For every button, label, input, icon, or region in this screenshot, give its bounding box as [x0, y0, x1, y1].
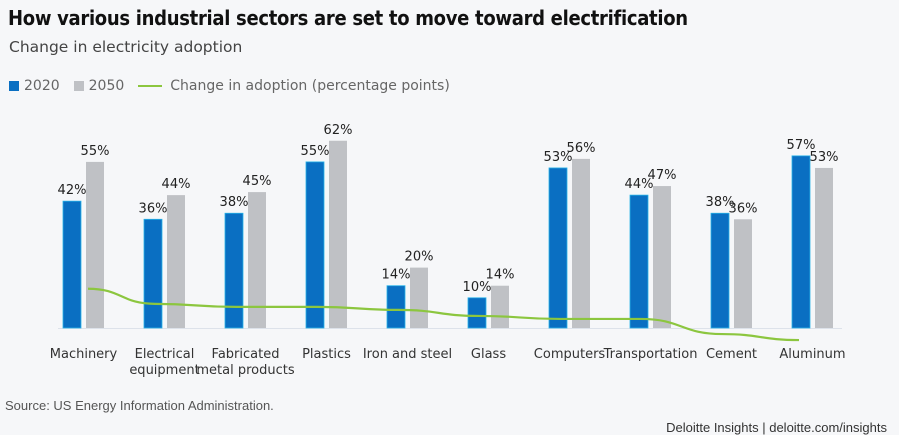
category-label: Cement: [706, 347, 757, 362]
bar-2050: [815, 167, 833, 328]
category-label: Iron and steel: [363, 347, 452, 362]
category-label: Plastics: [302, 347, 351, 362]
value-labels-layer: 42%55%36%44%38%45%55%62%14%20%10%14%53%5…: [58, 123, 839, 295]
category-label: metal products: [196, 363, 294, 378]
category-label: equipment: [129, 363, 199, 378]
category-label: Computers: [534, 347, 606, 362]
category-label: Glass: [471, 347, 506, 362]
value-label-2050: 53%: [810, 150, 839, 165]
bar-2050: [572, 158, 590, 328]
credit-note: Deloitte Insights | deloitte.com/insight…: [666, 420, 887, 435]
legend-swatch-2050: [73, 81, 84, 91]
category-label: Electrical: [135, 347, 195, 362]
legend: 2020 2050 Change in adoption (percentage…: [9, 78, 464, 94]
bar-2050: [491, 285, 509, 328]
category-label: Machinery: [50, 347, 118, 362]
bar-2050: [329, 140, 347, 328]
chart-subtitle: Change in electricity adoption: [9, 38, 243, 56]
legend-item-2050: 2050: [73, 78, 125, 94]
value-label-2020: 38%: [220, 195, 249, 210]
value-label-2050: 20%: [405, 250, 434, 265]
legend-swatch-change: [138, 85, 163, 87]
bar-2050: [410, 267, 428, 328]
bar-2020: [710, 212, 730, 329]
value-label-2020: 44%: [625, 177, 654, 192]
value-label-2020: 14%: [382, 268, 411, 283]
value-label-2020: 10%: [463, 280, 492, 295]
legend-label-2020: 2020: [24, 78, 60, 94]
legend-label-change: Change in adoption (percentage points): [170, 78, 450, 94]
source-note: Source: US Energy Information Administra…: [5, 398, 274, 413]
value-label-2020: 38%: [706, 195, 735, 210]
value-label-2020: 36%: [139, 201, 168, 216]
value-label-2050: 44%: [162, 177, 191, 192]
value-label-2050: 55%: [81, 144, 110, 159]
value-label-2020: 42%: [58, 183, 87, 198]
value-label-2050: 62%: [324, 123, 353, 138]
bar-2020: [791, 155, 811, 329]
change-line: [87, 287, 800, 342]
category-label: Transportation: [603, 347, 698, 362]
value-label-2050: 14%: [486, 268, 515, 283]
value-label-2050: 45%: [243, 174, 272, 189]
bar-2020: [62, 200, 82, 329]
bar-2020: [548, 167, 568, 329]
value-label-2050: 36%: [729, 201, 758, 216]
bar-2050: [653, 186, 671, 328]
bar-2050: [86, 161, 104, 328]
legend-label-2050: 2050: [88, 78, 125, 94]
category-label: Fabricated: [212, 347, 280, 362]
value-label-2050: 47%: [648, 168, 677, 183]
category-label: Aluminum: [779, 347, 845, 362]
bar-2050: [734, 219, 752, 328]
bar-2020: [386, 285, 406, 329]
legend-item-change: Change in adoption (percentage points): [138, 78, 450, 94]
bar-2020: [143, 218, 163, 329]
legend-item-2020: 2020: [9, 78, 60, 94]
bar-2020: [467, 297, 487, 329]
value-label-2020: 53%: [544, 150, 573, 165]
value-label-2050: 56%: [567, 141, 596, 156]
value-label-2020: 57%: [787, 138, 816, 153]
bar-2020: [629, 194, 649, 329]
bar-2050: [248, 192, 266, 328]
value-label-2020: 55%: [301, 144, 330, 159]
chart-title: How various industrial sectors are set t…: [8, 6, 688, 30]
bar-2020: [305, 161, 325, 329]
bar-2020: [224, 212, 244, 329]
bars-layer: [58, 140, 842, 329]
bar-2050: [167, 195, 185, 328]
change-line-layer: [87, 287, 800, 342]
legend-swatch-2020: [9, 81, 19, 91]
